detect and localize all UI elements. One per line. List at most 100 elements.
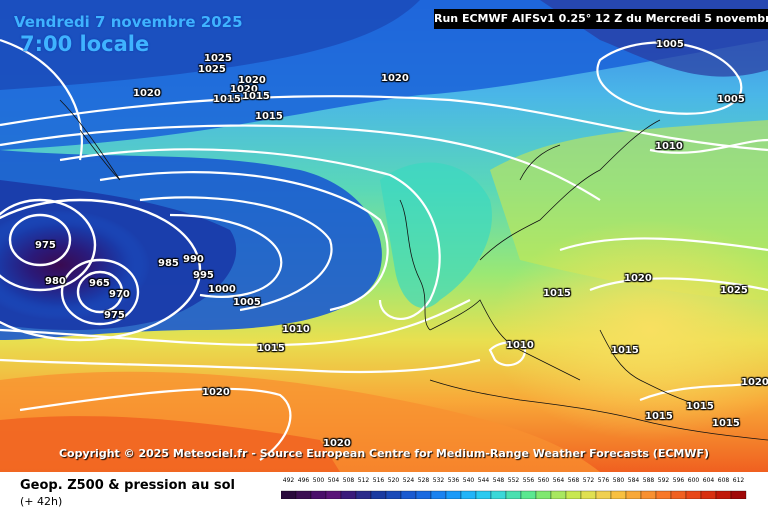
isobar-label: 1010 [506, 340, 534, 351]
isobar-label: 975 [35, 240, 56, 251]
color-scale-label: 576 [597, 477, 610, 484]
color-scale-label: 608 [717, 477, 730, 484]
isobar-label: 1015 [712, 418, 740, 429]
isobar-label: 1015 [242, 91, 270, 102]
isobar-label: 1020 [133, 88, 161, 99]
color-scale-swatch [565, 490, 582, 499]
isobar-label: 1005 [717, 94, 745, 105]
isobar-label: 995 [193, 270, 214, 281]
color-scale-label: 524 [402, 477, 415, 484]
forecast-date: Vendredi 7 novembre 2025 [14, 13, 243, 31]
color-scale-label: 540 [462, 477, 475, 484]
forecast-lead-time: (+ 42h) [20, 495, 63, 508]
color-scale-label: 548 [492, 477, 505, 484]
isobar-label: 1025 [198, 64, 226, 75]
color-scale-swatch [625, 490, 642, 499]
color-scale-label: 552 [507, 477, 520, 484]
color-scale-swatch [655, 490, 672, 499]
color-scale-swatch [685, 490, 702, 499]
color-scale-swatch [490, 490, 507, 499]
isobar-label: 1015 [257, 343, 285, 354]
color-scale-swatch [281, 490, 297, 499]
color-scale-swatch [355, 490, 372, 499]
color-scale-label: 564 [552, 477, 565, 484]
color-scale-label: 596 [672, 477, 685, 484]
color-scale-swatch [400, 490, 417, 499]
isobar-label: 1025 [720, 285, 748, 296]
color-scale-swatch [370, 490, 387, 499]
isobar-label: 990 [183, 254, 204, 265]
isobar-label: 1015 [686, 401, 714, 412]
isobar-label: 980 [45, 276, 66, 287]
isobar-label: 1015 [543, 288, 571, 299]
isobar-label: 1020 [381, 73, 409, 84]
isobar-label: 975 [104, 310, 125, 321]
isobar-label: 1015 [645, 411, 673, 422]
isobar-label: 1005 [656, 39, 684, 50]
isobar-label: 1020 [202, 387, 230, 398]
color-scale-label: 572 [582, 477, 595, 484]
isobar-label: 1020 [230, 84, 258, 95]
color-scale-swatch [505, 490, 522, 499]
color-scale-label: 592 [657, 477, 670, 484]
color-scale-label: 516 [372, 477, 385, 484]
color-scale-label: 528 [417, 477, 430, 484]
color-scale-swatch [535, 490, 552, 499]
color-scale-swatch [550, 490, 567, 499]
color-scale-swatch [595, 490, 612, 499]
isobar-label: 1010 [282, 324, 310, 335]
copyright-notice: Copyright © 2025 Meteociel.fr - Source E… [58, 447, 710, 460]
isobar-label: 1025 [204, 53, 232, 64]
color-scale-label: 588 [642, 477, 655, 484]
color-scale-label: 544 [477, 477, 490, 484]
color-scale-label: 496 [297, 477, 310, 484]
color-scale-label: 604 [702, 477, 715, 484]
isobar-label: 1015 [611, 345, 639, 356]
isobar-label: 985 [158, 258, 179, 269]
weather-map: Vendredi 7 novembre 2025 7:00 locale Run… [0, 0, 768, 472]
color-scale-label: 612 [732, 477, 745, 484]
color-scale-label: 568 [567, 477, 580, 484]
color-scale-swatch [700, 490, 717, 499]
map-title: Geop. Z500 & pression au sol [20, 478, 235, 493]
color-scale [281, 490, 747, 499]
isobar-label: 1015 [255, 111, 283, 122]
color-scale-label: 520 [387, 477, 400, 484]
color-scale-swatch [430, 490, 447, 499]
color-scale-swatch [670, 490, 687, 499]
isobar-label: 1000 [208, 284, 236, 295]
color-scale-swatch [460, 490, 477, 499]
isobar-label: 965 [89, 278, 110, 289]
color-scale-label: 532 [432, 477, 445, 484]
color-scale-swatch [295, 490, 312, 499]
color-scale-swatch [445, 490, 462, 499]
isobar-label: 1015 [213, 94, 241, 105]
isobar-label: 970 [109, 289, 130, 300]
run-info: Run ECMWF AIFSv1 0.25° 12 Z du Mercredi … [434, 9, 768, 29]
geopotential-field [0, 0, 768, 472]
color-scale-label: 560 [537, 477, 550, 484]
isobar-label: 1020 [624, 273, 652, 284]
color-scale-label: 508 [342, 477, 355, 484]
isobar-label: 1020 [238, 75, 266, 86]
color-scale-label: 492 [282, 477, 295, 484]
color-scale-swatch [730, 490, 747, 499]
color-scale-label: 504 [327, 477, 340, 484]
color-scale-swatch [475, 490, 492, 499]
isobar-label: 1010 [655, 141, 683, 152]
isobar-label: 1005 [233, 297, 261, 308]
color-scale-label: 556 [522, 477, 535, 484]
color-scale-swatch [340, 490, 357, 499]
color-scale-label: 500 [312, 477, 325, 484]
local-time: 7:00 locale [20, 32, 150, 56]
color-scale-swatch [385, 490, 402, 499]
color-scale-label: 584 [627, 477, 640, 484]
color-scale-swatch [580, 490, 597, 499]
color-scale-swatch [310, 490, 327, 499]
color-scale-label: 536 [447, 477, 460, 484]
color-scale-swatch [415, 490, 432, 499]
color-scale-swatch [325, 490, 342, 499]
color-scale-label: 512 [357, 477, 370, 484]
color-scale-label: 580 [612, 477, 625, 484]
color-scale-swatch [610, 490, 627, 499]
